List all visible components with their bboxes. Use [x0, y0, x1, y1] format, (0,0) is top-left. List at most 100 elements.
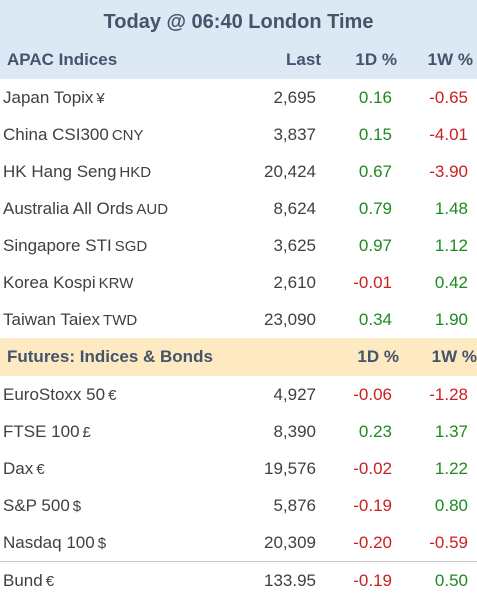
instrument-name: S&P 500	[3, 495, 70, 515]
last-value: 3,625	[273, 235, 316, 255]
row-name: EuroStoxx 50 €	[0, 385, 243, 405]
table-row: HK Hang Seng HKD 20,424 0.67 -3.90	[0, 153, 477, 190]
instrument-name: Australia All Ords	[3, 198, 134, 218]
instrument-name: Nasdaq 100	[3, 532, 95, 552]
table-row: Nasdaq 100 $20,309 -0.20 -0.59	[0, 524, 477, 561]
currency: $	[72, 497, 82, 515]
last-value: 2,610	[273, 272, 316, 292]
row-name: FTSE 100 £	[0, 422, 243, 442]
table-row: Korea Kospi KRW 2,610 -0.01 0.42	[0, 264, 477, 301]
row-name: Taiwan Taiex TWD	[0, 310, 243, 330]
currency: €	[36, 460, 45, 478]
change-1d: -0.20	[353, 532, 392, 552]
apac-header-row: APAC Indices Last 1D % 1W %	[0, 41, 477, 79]
currency: KRW	[98, 274, 134, 292]
row-name: Korea Kospi KRW	[0, 273, 243, 293]
row-name: China CSI300 CNY	[0, 125, 243, 145]
change-1w: 0.50	[434, 570, 468, 590]
last-value: 3,837	[273, 124, 316, 144]
row-name: Japan Topix ¥	[0, 88, 243, 108]
apac-rows: Japan Topix ¥2,695 0.16 -0.65 China CSI300 CN…	[0, 79, 477, 338]
row-name: Dax €	[0, 459, 243, 479]
futures-header-name: Futures: Indices & Bonds	[7, 347, 213, 366]
currency: TWD	[103, 311, 138, 329]
futures-header-row: Futures: Indices & Bonds 1D % 1W %	[0, 338, 477, 376]
apac-header-1w: 1W %	[427, 50, 473, 69]
apac-header-1d: 1D %	[355, 50, 397, 69]
change-1d: 0.15	[358, 124, 392, 144]
change-1w: 1.12	[434, 235, 468, 255]
row-name: HK Hang Seng HKD	[0, 162, 243, 182]
row-name: Nasdaq 100 $	[0, 533, 243, 553]
change-1w: -1.28	[429, 384, 468, 404]
futures-rows: EuroStoxx 50 €4,927 -0.06 -1.28 FTSE 100 £8,3…	[0, 376, 477, 599]
currency: HKD	[119, 163, 152, 181]
table-row: Dax €19,576 -0.02 1.22	[0, 450, 477, 487]
table-row: EuroStoxx 50 €4,927 -0.06 -1.28	[0, 376, 477, 413]
futures-header-1w: 1W %	[431, 347, 477, 366]
table-row: China CSI300 CNY 3,837 0.15 -4.01	[0, 116, 477, 153]
change-1w: 1.22	[434, 458, 468, 478]
change-1w: 1.37	[434, 421, 468, 441]
row-name: Bund €	[0, 571, 243, 591]
row-name: Singapore STI SGD	[0, 236, 243, 256]
table-row: Australia All Ords AUD 8,624 0.79 1.48	[0, 190, 477, 227]
change-1d: 0.67	[358, 161, 392, 181]
change-1d: -0.19	[353, 495, 392, 515]
currency: SGD	[114, 237, 148, 255]
last-value: 8,390	[273, 421, 316, 441]
change-1w: -3.90	[429, 161, 468, 181]
change-1d: 0.23	[358, 421, 392, 441]
change-1w: 0.80	[434, 495, 468, 515]
apac-header-last: Last	[286, 50, 321, 69]
change-1d: -0.02	[353, 458, 392, 478]
table-row: FTSE 100 £8,390 0.23 1.37	[0, 413, 477, 450]
last-value: 20,309	[264, 532, 316, 552]
instrument-name: Japan Topix	[3, 87, 94, 107]
last-value: 2,695	[273, 87, 316, 107]
currency: $	[97, 534, 107, 552]
currency: €	[108, 386, 117, 404]
last-value: 23,090	[264, 309, 316, 329]
instrument-name: Bund	[3, 570, 43, 590]
currency: £	[82, 423, 91, 441]
last-value: 19,576	[264, 458, 316, 478]
change-1d: 0.16	[358, 87, 392, 107]
futures-header-1d: 1D %	[357, 347, 399, 366]
instrument-name: Dax	[3, 458, 34, 478]
last-value: 5,876	[273, 495, 316, 515]
last-value: 8,624	[273, 198, 316, 218]
instrument-name: Taiwan Taiex	[3, 309, 101, 329]
row-name: Australia All Ords AUD	[0, 199, 243, 219]
instrument-name: EuroStoxx 50	[3, 384, 106, 404]
change-1w: 1.90	[434, 309, 468, 329]
last-value: 20,424	[264, 161, 316, 181]
table-row: Japan Topix ¥2,695 0.16 -0.65	[0, 79, 477, 116]
change-1w: 0.42	[434, 272, 468, 292]
instrument-name: China CSI300	[3, 124, 109, 144]
change-1d: 0.34	[358, 309, 392, 329]
page-title: Today @ 06:40 London Time	[0, 0, 477, 41]
table-row: S&P 500 $5,876 -0.19 0.80	[0, 487, 477, 524]
currency: CNY	[111, 126, 144, 144]
change-1w: -0.59	[429, 532, 468, 552]
row-name: S&P 500 $	[0, 496, 243, 516]
change-1d: -0.01	[353, 272, 392, 292]
change-1d: -0.06	[353, 384, 392, 404]
instrument-name: FTSE 100	[3, 421, 80, 441]
change-1w: 1.48	[434, 198, 468, 218]
change-1w: -4.01	[429, 124, 468, 144]
table-row: Bund €133.95 -0.19 0.50	[0, 561, 477, 599]
currency: €	[45, 572, 55, 590]
instrument-name: Singapore STI	[3, 235, 112, 255]
change-1d: 0.79	[358, 198, 392, 218]
apac-header-name: APAC Indices	[7, 50, 118, 69]
last-value: 4,927	[273, 384, 316, 404]
instrument-name: Korea Kospi	[3, 272, 96, 292]
instrument-name: HK Hang Seng	[3, 161, 117, 181]
table-row: Singapore STI SGD 3,625 0.97 1.12	[0, 227, 477, 264]
change-1w: -0.65	[429, 87, 468, 107]
change-1d: 0.97	[358, 235, 392, 255]
currency: ¥	[96, 89, 105, 107]
